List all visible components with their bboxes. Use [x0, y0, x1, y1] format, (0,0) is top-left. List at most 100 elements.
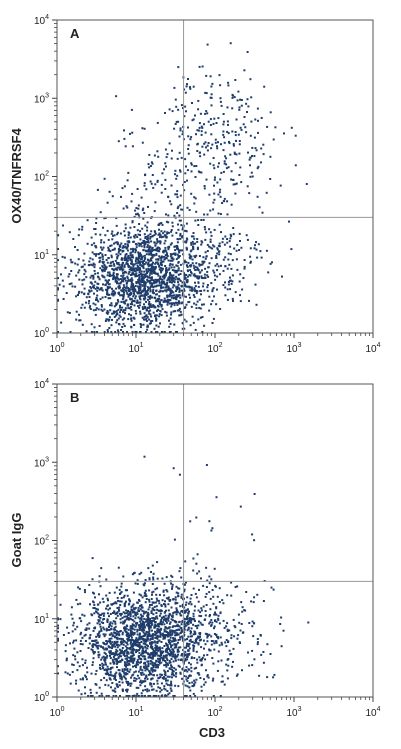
event-dot: [124, 302, 127, 305]
event-dot: [212, 269, 215, 272]
event-dot: [111, 318, 113, 321]
event-dot: [106, 291, 109, 294]
event-dot: [133, 287, 136, 290]
event-dot: [139, 253, 142, 256]
event-dot: [120, 590, 123, 593]
event-dot: [143, 680, 146, 683]
event-dot: [196, 143, 199, 146]
event-dot: [92, 309, 95, 312]
event-dot: [149, 289, 152, 292]
event-dot: [116, 256, 119, 258]
event-dot: [180, 104, 183, 107]
event-dot: [171, 648, 174, 651]
event-dot: [97, 647, 100, 650]
event-dot: [141, 280, 144, 283]
event-dot: [183, 282, 186, 285]
event-dot: [95, 635, 98, 638]
event-dot: [172, 612, 175, 615]
event-dot: [222, 258, 225, 261]
event-dot: [158, 284, 161, 287]
event-dot: [167, 609, 170, 612]
event-dot: [219, 178, 222, 181]
event-dot: [104, 683, 107, 686]
event-dot: [190, 635, 193, 638]
event-dot: [154, 232, 157, 235]
event-dot: [127, 632, 130, 635]
event-dot: [150, 230, 153, 233]
event-dot: [144, 290, 147, 292]
event-dot: [183, 88, 186, 91]
event-dot: [72, 654, 75, 657]
event-dot: [130, 301, 133, 304]
event-dot: [157, 599, 160, 602]
event-dot: [165, 661, 168, 664]
event-dot: [180, 270, 183, 273]
event-dot: [290, 126, 293, 129]
event-dot: [83, 634, 86, 637]
event-dot: [178, 307, 181, 310]
event-dot: [186, 179, 188, 182]
event-dot: [160, 269, 162, 272]
event-dot: [173, 630, 176, 633]
event-dot: [172, 660, 175, 663]
event-dot: [305, 183, 308, 185]
event-dot: [139, 672, 142, 675]
event-dot: [228, 142, 231, 145]
event-dot: [96, 331, 98, 333]
event-dot: [162, 656, 165, 659]
event-dot: [163, 634, 166, 636]
event-dot: [127, 610, 130, 612]
event-dot: [185, 261, 188, 264]
event-dot: [185, 274, 188, 276]
event-dot: [204, 276, 207, 279]
event-dot: [238, 280, 241, 283]
event-dot: [120, 612, 123, 615]
event-dot: [104, 656, 107, 659]
event-dot: [137, 242, 140, 245]
event-dot: [206, 243, 209, 246]
event-dot: [134, 248, 137, 251]
event-dot: [171, 303, 173, 306]
event-dot: [136, 628, 139, 631]
event-dot: [151, 657, 154, 660]
event-dot: [118, 644, 121, 647]
event-dot: [148, 300, 151, 303]
event-dot: [166, 296, 169, 299]
event-dot: [217, 650, 220, 653]
event-dot: [171, 225, 174, 228]
event-dot: [126, 660, 129, 663]
event-dot: [131, 254, 134, 257]
event-dot: [224, 265, 227, 268]
event-dot: [226, 120, 229, 123]
event-dot: [130, 273, 132, 276]
event-dot: [103, 618, 106, 620]
event-dot: [230, 203, 233, 206]
event-dot: [253, 155, 256, 158]
event-dot: [140, 594, 143, 597]
event-dot: [211, 589, 214, 591]
event-dot: [126, 639, 129, 642]
event-dot: [90, 331, 93, 333]
event-dot: [83, 263, 86, 266]
event-dot: [158, 639, 161, 642]
event-dot: [189, 296, 191, 299]
event-dot: [202, 605, 205, 608]
event-dot: [229, 233, 232, 236]
event-dot: [226, 677, 229, 680]
event-dot: [83, 273, 86, 276]
event-dot: [101, 695, 104, 697]
event-dot: [199, 316, 202, 319]
event-dot: [151, 635, 154, 638]
event-dot: [118, 244, 121, 247]
event-dot: [212, 602, 215, 605]
event-dot: [121, 638, 124, 641]
event-dot: [115, 95, 118, 98]
event-dot: [83, 589, 86, 591]
event-dot: [114, 277, 117, 280]
event-dot: [117, 669, 120, 671]
event-dot: [239, 629, 242, 632]
event-dot: [128, 663, 131, 666]
event-dot: [128, 288, 131, 291]
event-dot: [120, 329, 123, 331]
event-dot: [120, 585, 123, 588]
